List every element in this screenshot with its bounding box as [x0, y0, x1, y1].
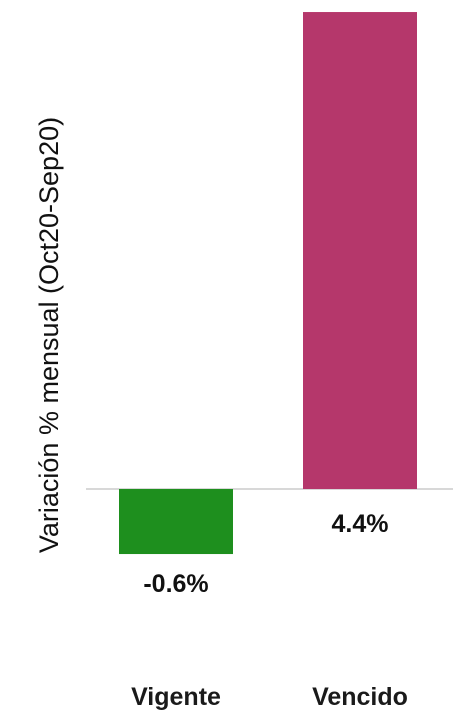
y-axis-label: Variación % mensual (Oct20-Sep20) — [34, 117, 64, 553]
bar-vigente — [119, 489, 233, 555]
data-label-vigente: -0.6% — [143, 570, 208, 598]
bar-vencido — [303, 12, 417, 489]
data-label-vencido: 4.4% — [332, 510, 389, 538]
category-label-vigente: Vigente — [131, 683, 221, 711]
category-label-vencido: Vencido — [312, 683, 408, 711]
